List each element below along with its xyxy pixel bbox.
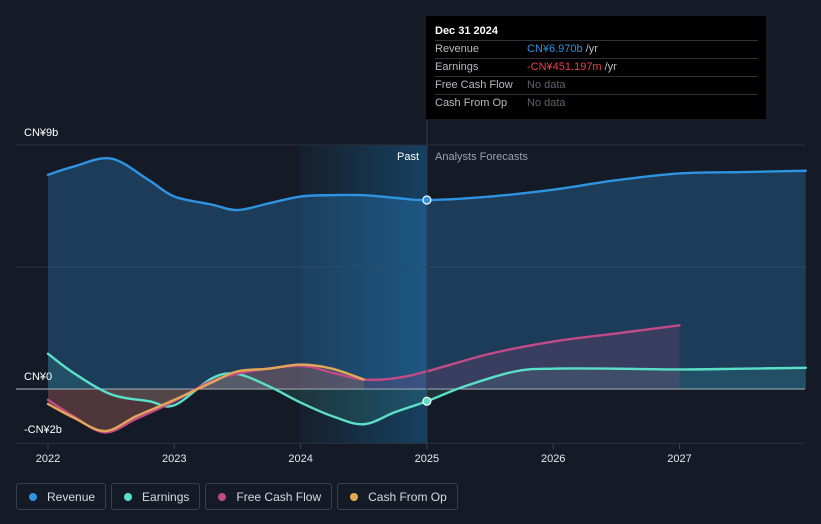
past-label: Past [397, 151, 419, 163]
series-area-cash-from-op [48, 364, 364, 432]
legend-item-free-cash-flow[interactable]: Free Cash Flow [205, 483, 333, 510]
tooltip-value: No data [527, 79, 566, 91]
series-line-earnings [46, 352, 807, 426]
series-line-free-cash-flow [46, 324, 681, 434]
legend-label: Revenue [47, 489, 96, 504]
legend-item-cash-from-op[interactable]: Cash From Op [337, 483, 458, 510]
forecast-label: Analysts Forecasts [435, 151, 528, 163]
y-tick-label: CN¥0 [24, 371, 52, 383]
tooltip-label: Cash From Op [435, 97, 508, 109]
y-tick-label: CN¥9b [24, 127, 58, 139]
series-area-free-cash-flow [48, 325, 680, 433]
x-tick-label: 2022 [36, 453, 60, 465]
tooltip-row-cfo: Cash From Op No data [435, 94, 758, 112]
tooltip-row-revenue: Revenue CN¥6.970b /yr [435, 40, 758, 58]
revenue-dot-icon [29, 492, 37, 501]
y-tick-label: -CN¥2b [24, 424, 62, 436]
tooltip-row-earnings: Earnings -CN¥451.197m /yr [435, 58, 758, 76]
tooltip-label: Revenue [435, 43, 480, 55]
tooltip-value: CN¥6.970b [527, 43, 583, 55]
cash-from-op-dot-icon [350, 492, 359, 501]
legend-label: Earnings [142, 489, 190, 504]
tooltip-value: No data [527, 97, 566, 109]
tooltip-label: Earnings [435, 61, 479, 73]
legend-label: Free Cash Flow [236, 489, 322, 504]
revenue-marker [422, 195, 432, 205]
legend-item-revenue[interactable]: Revenue [16, 483, 107, 510]
tooltip: Dec 31 2024 Revenue CN¥6.970b /yr Earnin… [426, 16, 766, 119]
x-tick-label: 2027 [667, 453, 691, 465]
tooltip-unit: /yr [604, 61, 617, 73]
free-cash-flow-dot-icon [218, 492, 227, 501]
x-tick-label: 2025 [415, 453, 439, 465]
tooltip-row-fcf: Free Cash Flow No data [435, 76, 758, 94]
x-tick-label: 2023 [162, 453, 186, 465]
earnings-dot-icon [124, 492, 133, 501]
tooltip-date: Dec 31 2024 [435, 25, 498, 37]
x-tick-label: 2026 [541, 453, 565, 465]
tooltip-label: Free Cash Flow [435, 79, 513, 91]
tooltip-value: -CN¥451.197m [527, 61, 602, 73]
x-tick-label: 2024 [288, 453, 312, 465]
series-line-cash-from-op [46, 363, 365, 433]
earnings-marker [422, 396, 432, 406]
series-line-revenue [46, 156, 807, 212]
legend: Revenue Earnings Free Cash Flow Cash Fro… [16, 483, 458, 510]
legend-label: Cash From Op [368, 489, 447, 504]
tooltip-unit: /yr [585, 43, 598, 55]
legend-item-earnings[interactable]: Earnings [111, 483, 201, 510]
